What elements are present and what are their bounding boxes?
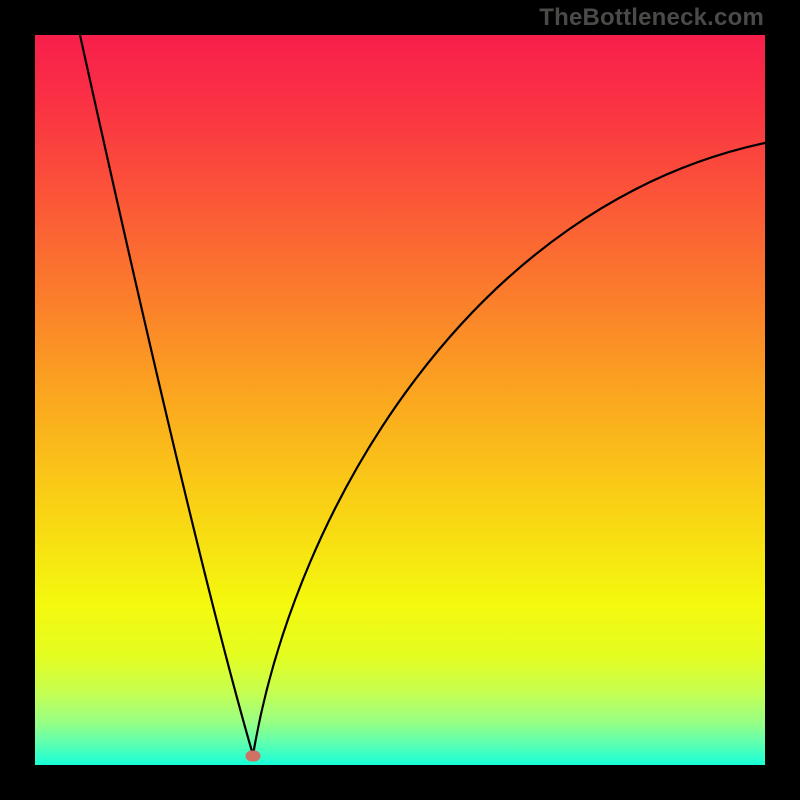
plot-area	[35, 35, 765, 765]
bottleneck-curve	[35, 35, 765, 765]
curve-path	[80, 35, 765, 755]
minimum-point-marker	[246, 751, 261, 762]
